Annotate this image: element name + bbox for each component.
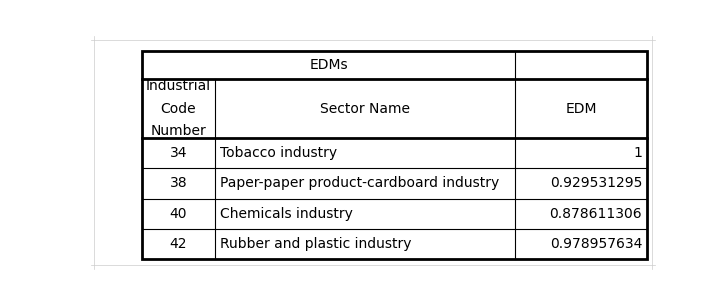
Text: Industrial
Code
Number: Industrial Code Number — [146, 79, 211, 138]
Text: 38: 38 — [170, 176, 187, 191]
Text: Chemicals industry: Chemicals industry — [220, 207, 352, 221]
Bar — [142, 51, 646, 259]
Text: 0.978957634: 0.978957634 — [550, 237, 642, 252]
Text: 0.929531295: 0.929531295 — [550, 176, 642, 191]
Text: EDM: EDM — [566, 101, 597, 116]
Text: 42: 42 — [170, 237, 187, 252]
Text: 40: 40 — [170, 207, 187, 221]
Text: 0.878611306: 0.878611306 — [550, 207, 642, 221]
Text: EDMs: EDMs — [309, 58, 348, 72]
Text: Paper-paper product-cardboard industry: Paper-paper product-cardboard industry — [220, 176, 499, 191]
Text: 1: 1 — [633, 146, 642, 160]
Text: Tobacco industry: Tobacco industry — [220, 146, 336, 160]
Text: Sector Name: Sector Name — [320, 101, 410, 116]
Text: Rubber and plastic industry: Rubber and plastic industry — [220, 237, 411, 252]
Text: 34: 34 — [170, 146, 187, 160]
